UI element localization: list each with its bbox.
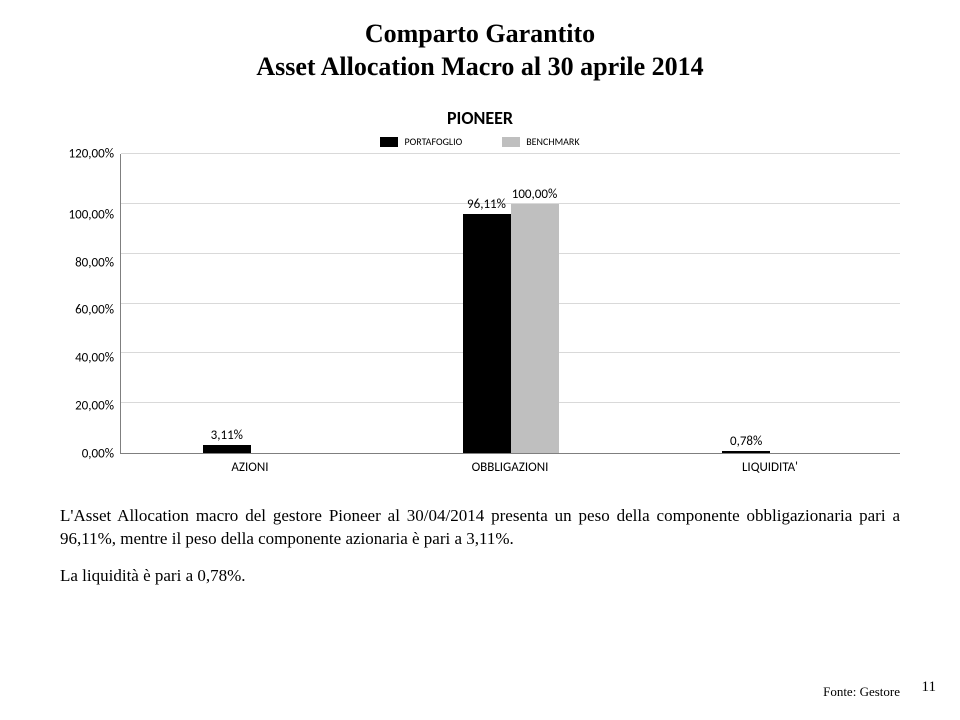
y-tick: 20,00% — [75, 400, 114, 413]
y-tick: 120,00% — [69, 148, 114, 161]
legend-item-portafoglio: PORTAFOGLIO — [380, 135, 462, 148]
chart-legend: PORTAFOGLIO BENCHMARK — [60, 135, 900, 148]
datalabel-benchmark-obbligazioni: 100,00% — [512, 187, 557, 202]
slide: Comparto Garantito Asset Allocation Macr… — [0, 0, 960, 720]
chart-plot-row: 120,00% 100,00% 80,00% 60,00% 40,00% 20,… — [60, 154, 900, 454]
paragraph-2: La liquidità è pari a 0,78%. — [60, 565, 900, 588]
legend-item-benchmark: BENCHMARK — [502, 135, 579, 148]
legend-label-portafoglio: PORTAFOGLIO — [404, 135, 462, 148]
page-number: 11 — [922, 679, 936, 696]
y-tick: 40,00% — [75, 352, 114, 365]
legend-swatch-benchmark — [502, 137, 520, 147]
paragraph-1: L'Asset Allocation macro del gestore Pio… — [60, 505, 900, 551]
body-text: L'Asset Allocation macro del gestore Pio… — [60, 505, 900, 588]
bar-portafoglio-obbligazioni: 96,11% — [463, 154, 511, 453]
y-axis: 120,00% 100,00% 80,00% 60,00% 40,00% 20,… — [60, 154, 120, 454]
bar-benchmark-liquidita — [770, 154, 818, 453]
y-tick: 0,00% — [82, 447, 114, 460]
x-tick-azioni: AZIONI — [120, 460, 380, 475]
x-tick-liquidita: LIQUIDITA' — [640, 460, 900, 475]
chart-title: PIONEER — [60, 107, 900, 129]
y-tick: 100,00% — [69, 208, 114, 221]
y-tick: 60,00% — [75, 304, 114, 317]
bar-group-azioni: 3,11% — [121, 154, 381, 453]
x-axis: AZIONI OBBLIGAZIONI LIQUIDITA' — [120, 460, 900, 475]
plot-area: 3,11% 96,11% — [120, 154, 900, 454]
bar-benchmark-azioni — [251, 154, 299, 453]
page-title: Comparto Garantito Asset Allocation Macr… — [60, 18, 900, 83]
bar — [203, 445, 251, 453]
bar-portafoglio-liquidita: 0,78% — [722, 154, 770, 453]
x-tick-obbligazioni: OBBLIGAZIONI — [380, 460, 640, 475]
footer-source: Fonte: Gestore — [823, 684, 900, 700]
bar-group-obbligazioni: 96,11% 100,00% — [381, 154, 641, 453]
bar-portafoglio-azioni: 3,11% — [203, 154, 251, 453]
bar — [463, 214, 511, 453]
datalabel-portafoglio-liquidita: 0,78% — [730, 434, 762, 449]
title-line-2: Asset Allocation Macro al 30 aprile 2014 — [60, 51, 900, 84]
bar-group-liquidita: 0,78% — [640, 154, 900, 453]
bar-benchmark-obbligazioni: 100,00% — [511, 154, 559, 453]
legend-label-benchmark: BENCHMARK — [526, 135, 579, 148]
legend-swatch-portafoglio — [380, 137, 398, 147]
datalabel-portafoglio-obbligazioni: 96,11% — [467, 197, 506, 212]
bar — [722, 451, 770, 453]
datalabel-portafoglio-azioni: 3,11% — [211, 428, 243, 443]
title-line-1: Comparto Garantito — [60, 18, 900, 51]
bar — [511, 204, 559, 453]
bar-groups: 3,11% 96,11% — [121, 154, 900, 453]
y-tick: 80,00% — [75, 256, 114, 269]
chart-container: PIONEER PORTAFOGLIO BENCHMARK 120,00% 10… — [60, 107, 900, 475]
